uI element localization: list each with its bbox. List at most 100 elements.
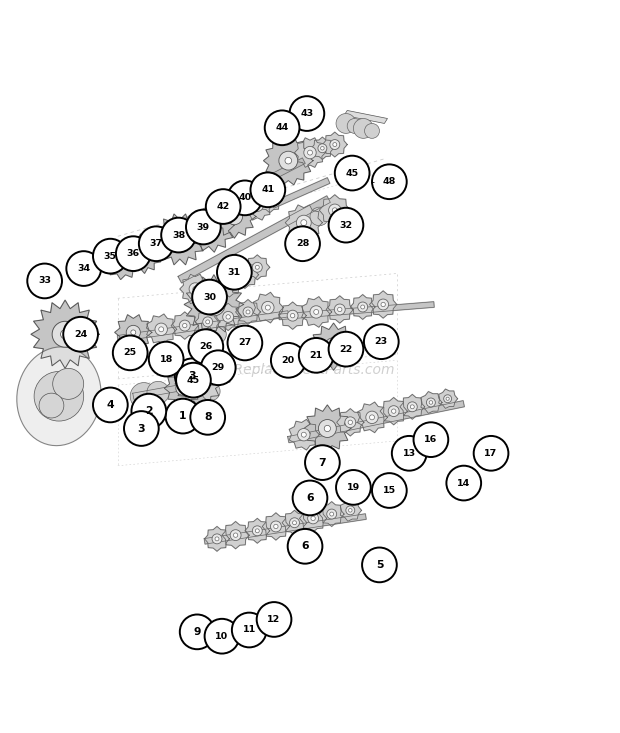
Circle shape <box>93 239 128 273</box>
Circle shape <box>190 375 207 393</box>
Polygon shape <box>326 296 353 323</box>
Polygon shape <box>322 132 347 157</box>
Polygon shape <box>299 505 327 532</box>
Text: 26: 26 <box>199 342 213 351</box>
Circle shape <box>337 307 342 312</box>
Circle shape <box>392 436 427 471</box>
Circle shape <box>140 251 145 257</box>
Circle shape <box>195 380 202 387</box>
Polygon shape <box>370 291 397 318</box>
Circle shape <box>147 381 169 404</box>
Text: 1: 1 <box>179 411 187 421</box>
Circle shape <box>203 293 225 316</box>
Polygon shape <box>337 409 364 436</box>
Circle shape <box>348 420 353 424</box>
Circle shape <box>265 305 270 310</box>
Circle shape <box>208 226 214 232</box>
Polygon shape <box>120 158 305 258</box>
Circle shape <box>336 470 371 505</box>
Circle shape <box>273 524 278 528</box>
Polygon shape <box>288 401 464 443</box>
Circle shape <box>246 310 250 314</box>
Circle shape <box>252 526 262 536</box>
Circle shape <box>61 330 69 339</box>
Text: 24: 24 <box>74 330 87 339</box>
Text: 14: 14 <box>457 479 471 487</box>
Circle shape <box>239 269 250 280</box>
Circle shape <box>233 533 238 537</box>
Polygon shape <box>205 526 229 551</box>
Circle shape <box>321 147 324 150</box>
Text: 16: 16 <box>424 435 438 444</box>
Circle shape <box>324 425 330 432</box>
Circle shape <box>318 144 327 152</box>
Polygon shape <box>439 389 458 408</box>
Polygon shape <box>215 303 242 331</box>
Circle shape <box>381 302 386 306</box>
Circle shape <box>180 614 215 649</box>
Circle shape <box>388 405 399 416</box>
Text: 10: 10 <box>215 632 229 641</box>
Circle shape <box>353 119 373 139</box>
Circle shape <box>310 207 329 226</box>
Circle shape <box>202 382 220 401</box>
Polygon shape <box>217 272 242 297</box>
Text: 45: 45 <box>187 375 200 385</box>
Circle shape <box>182 323 187 328</box>
Circle shape <box>255 528 259 533</box>
Circle shape <box>271 343 306 377</box>
Circle shape <box>195 328 217 350</box>
Circle shape <box>285 158 291 164</box>
Text: 6: 6 <box>301 541 309 551</box>
Circle shape <box>330 512 334 516</box>
Text: 21: 21 <box>309 351 323 360</box>
Circle shape <box>358 302 368 312</box>
Circle shape <box>215 537 219 541</box>
Circle shape <box>243 307 253 317</box>
Circle shape <box>296 216 311 230</box>
Text: 32: 32 <box>339 221 353 229</box>
Circle shape <box>327 509 337 519</box>
Circle shape <box>135 246 150 261</box>
Circle shape <box>270 521 281 532</box>
Text: 25: 25 <box>123 348 137 358</box>
Circle shape <box>126 325 140 339</box>
Polygon shape <box>304 405 351 452</box>
Text: 3: 3 <box>188 371 196 381</box>
Polygon shape <box>272 177 330 208</box>
Circle shape <box>474 436 508 471</box>
Polygon shape <box>290 419 319 450</box>
Circle shape <box>202 220 219 237</box>
Polygon shape <box>204 514 366 544</box>
Circle shape <box>391 409 396 413</box>
Circle shape <box>314 309 319 314</box>
Circle shape <box>166 399 200 433</box>
Polygon shape <box>178 196 330 283</box>
Text: 9: 9 <box>193 627 201 637</box>
Circle shape <box>212 534 222 544</box>
Circle shape <box>301 220 307 226</box>
Circle shape <box>176 363 211 397</box>
Circle shape <box>131 330 136 335</box>
Polygon shape <box>262 513 290 540</box>
Circle shape <box>252 262 262 272</box>
Text: 17: 17 <box>484 449 498 458</box>
Polygon shape <box>279 302 306 329</box>
Circle shape <box>228 325 262 361</box>
Circle shape <box>348 509 352 512</box>
Circle shape <box>206 320 210 324</box>
Polygon shape <box>310 323 357 370</box>
Text: 35: 35 <box>104 251 117 261</box>
Polygon shape <box>340 499 361 521</box>
Circle shape <box>362 548 397 582</box>
Circle shape <box>330 139 340 150</box>
Polygon shape <box>311 137 334 159</box>
Text: 37: 37 <box>149 239 163 248</box>
Circle shape <box>361 305 365 309</box>
Circle shape <box>347 119 362 133</box>
Circle shape <box>223 312 234 323</box>
Circle shape <box>257 602 291 637</box>
Text: 43: 43 <box>300 109 314 118</box>
Text: 15: 15 <box>383 486 396 495</box>
Circle shape <box>305 445 340 480</box>
